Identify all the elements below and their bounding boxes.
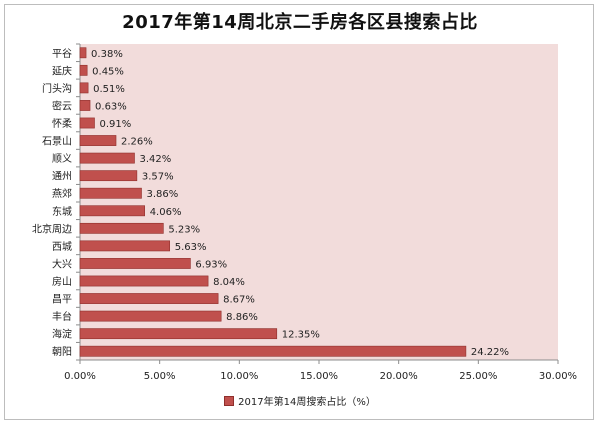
data-label: 3.86% (147, 189, 179, 200)
x-tick-label: 0.00% (64, 371, 96, 382)
category-label: 北京周边 (32, 222, 72, 235)
category-label: 昌平 (52, 294, 72, 306)
category-label: 海淀 (52, 328, 72, 341)
category-label: 朝阳 (52, 346, 72, 358)
bar (79, 170, 138, 182)
x-tick-label: 20.00% (380, 371, 418, 382)
category-label: 东城 (52, 205, 72, 218)
x-tick-label: 10.00% (220, 371, 258, 382)
category-label: 大兴 (52, 257, 72, 270)
category-label: 房山 (52, 275, 72, 288)
data-label: 0.38% (91, 49, 123, 60)
x-tick-label: 30.00% (539, 371, 577, 382)
x-tick-label: 25.00% (459, 371, 497, 382)
data-label: 24.22% (471, 347, 509, 358)
bar (79, 258, 191, 269)
bar (79, 328, 278, 340)
legend-label: 2017年第14周搜索占比（%） (238, 397, 376, 408)
data-label: 8.86% (226, 312, 258, 323)
x-tick-label: 15.00% (300, 371, 338, 382)
bar (79, 47, 87, 59)
data-label: 3.57% (142, 172, 174, 183)
data-label: 6.93% (195, 259, 227, 270)
chart-title: 2017年第14周北京二手房各区县搜索占比 (122, 12, 478, 33)
bar (79, 293, 219, 304)
data-label: 2.26% (121, 137, 153, 148)
category-label: 顺义 (52, 153, 72, 165)
category-label: 门头沟 (42, 82, 72, 95)
data-label: 0.51% (93, 84, 125, 95)
bar (79, 310, 222, 322)
category-label: 怀柔 (52, 118, 72, 130)
bar (79, 222, 164, 234)
bar (79, 135, 117, 146)
legend: 2017年第14周搜索占比（%） (0, 393, 600, 408)
category-label: 延庆 (52, 64, 72, 77)
bar (79, 82, 89, 94)
x-tick-label: 5.00% (144, 371, 176, 382)
bar (79, 152, 135, 164)
data-label: 0.45% (92, 66, 124, 77)
legend-swatch (224, 395, 235, 406)
bar (79, 345, 467, 357)
category-label: 平谷 (52, 48, 72, 60)
bar (79, 100, 91, 111)
data-label: 0.63% (95, 101, 127, 112)
data-label: 8.04% (213, 277, 245, 288)
bar (79, 205, 145, 217)
category-label: 燕郊 (52, 187, 72, 200)
category-label: 密云 (52, 99, 72, 112)
data-label: 4.06% (150, 207, 182, 218)
category-label: 西城 (52, 241, 72, 253)
category-label: 石景山 (42, 136, 72, 148)
data-label: 3.42% (139, 154, 171, 165)
data-label: 5.63% (175, 242, 207, 253)
bar (79, 64, 88, 76)
plot-area (80, 44, 558, 360)
category-label: 丰台 (52, 310, 72, 323)
bar (79, 117, 95, 129)
data-label: 0.91% (99, 119, 131, 130)
bar (79, 275, 209, 287)
data-label: 8.67% (223, 295, 255, 306)
bar (79, 240, 171, 252)
bar (79, 187, 142, 199)
data-label: 5.23% (168, 224, 200, 235)
category-label: 通州 (52, 171, 72, 183)
data-label: 12.35% (282, 330, 320, 341)
